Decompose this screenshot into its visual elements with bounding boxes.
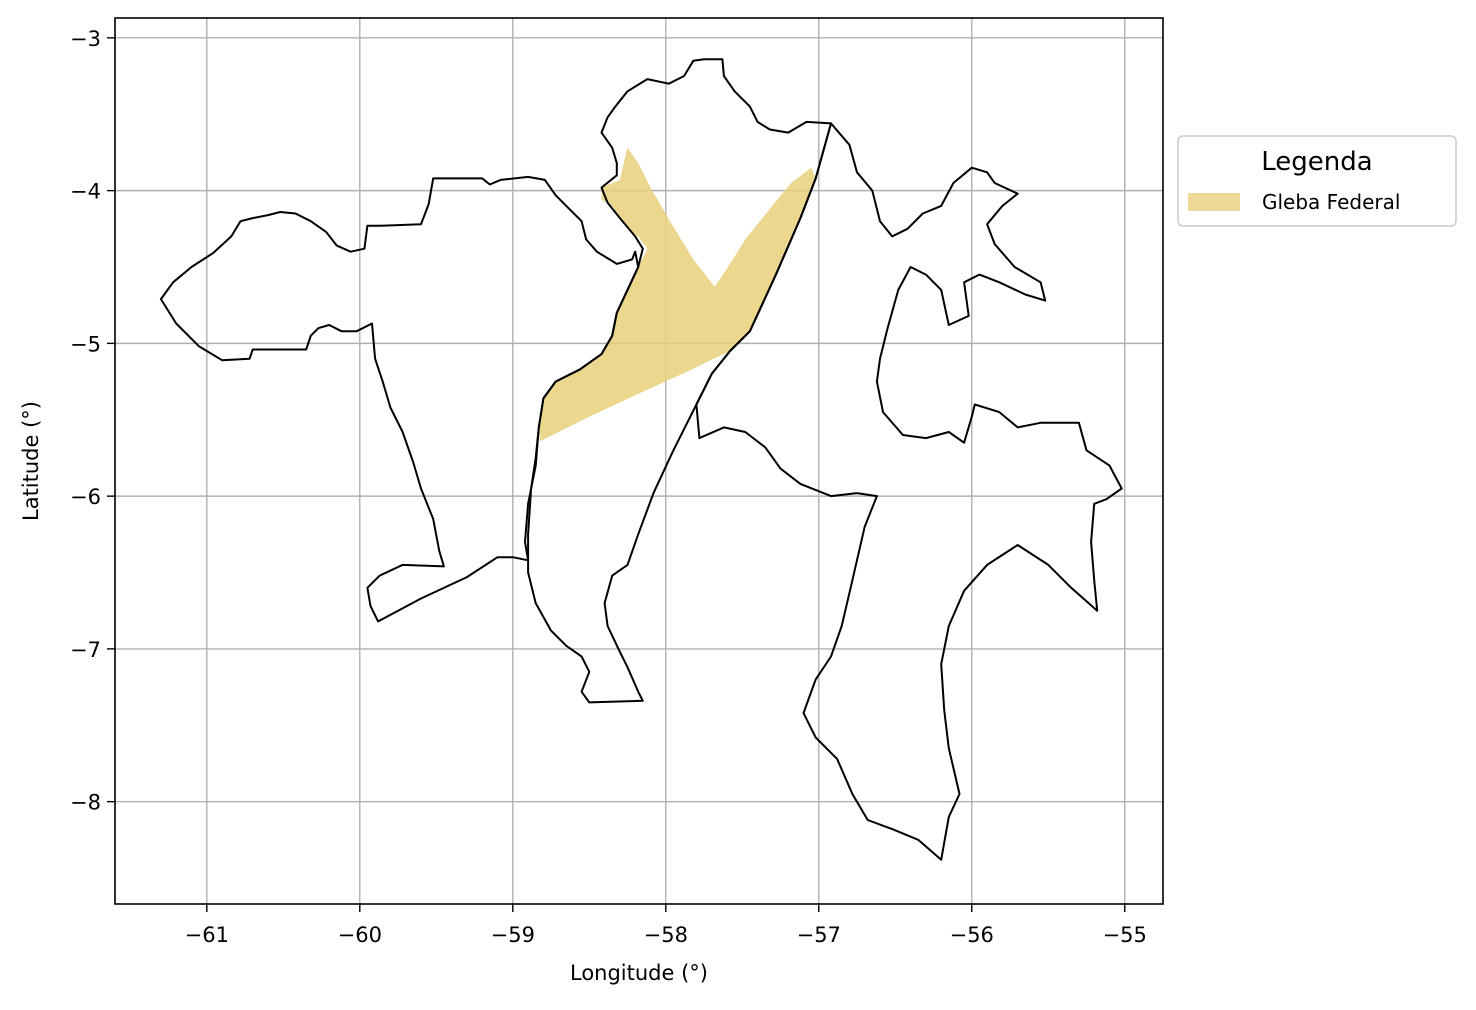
y-tick-label: −3: [70, 27, 101, 51]
legend-title: Legenda: [1261, 147, 1372, 177]
map-layers: [159, 58, 1123, 861]
y-axis-label: Latitude (°): [19, 401, 43, 521]
x-tick-label: −61: [185, 923, 229, 947]
legend: Legenda Gleba Federal: [1177, 135, 1457, 227]
y-tick-label: −8: [70, 791, 101, 815]
y-tick-label: −7: [70, 638, 101, 662]
plot-frame: [114, 17, 1164, 905]
legend-swatch-gleba-federal: [1188, 193, 1240, 211]
x-tick-label: −57: [797, 923, 841, 947]
x-axis-ticks: −61 −60 −59 −58 −57 −56 −55: [185, 904, 1147, 947]
boundary-outline-central: [527, 58, 832, 704]
x-tick-label: −55: [1103, 923, 1147, 947]
x-tick-label: −58: [644, 923, 688, 947]
legend-label-gleba-federal: Gleba Federal: [1262, 190, 1400, 214]
x-tick-label: −60: [338, 923, 382, 947]
x-tick-label: −56: [950, 923, 994, 947]
legend-box: [1177, 135, 1457, 227]
boundary-outline-east: [695, 122, 1123, 861]
y-tick-label: −5: [70, 332, 101, 356]
y-axis-ticks: −3 −4 −5 −6 −7 −8: [70, 27, 115, 815]
gleba-federal-area: [538, 147, 816, 442]
x-tick-label: −59: [491, 923, 535, 947]
y-tick-label: −4: [70, 180, 101, 204]
y-tick-label: −6: [70, 485, 101, 509]
x-axis-label: Longitude (°): [570, 961, 708, 985]
